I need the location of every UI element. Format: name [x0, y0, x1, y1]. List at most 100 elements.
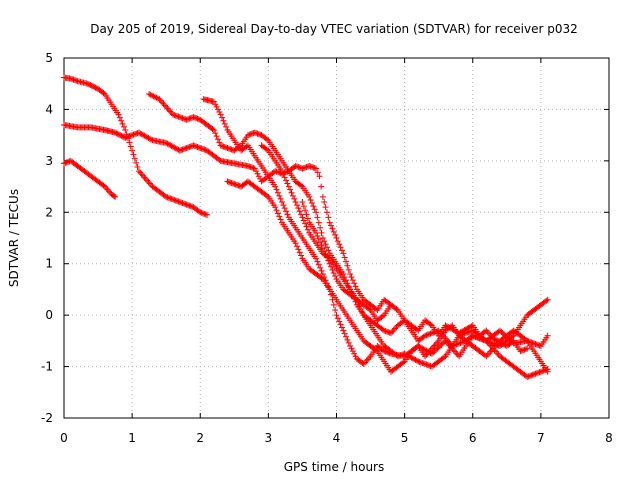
data-point: [400, 359, 407, 366]
data-point: [325, 247, 332, 254]
data-point: [160, 100, 167, 107]
data-point: [247, 131, 254, 138]
data-point: [544, 366, 551, 373]
data-point: [214, 136, 221, 143]
data-point: [116, 114, 123, 121]
data-point: [193, 115, 200, 122]
data-point: [264, 146, 271, 153]
series-track-2: [61, 74, 211, 218]
data-point: [295, 205, 302, 212]
data-point: [122, 134, 129, 141]
data-point: [528, 372, 535, 379]
data-point: [167, 195, 174, 202]
x-tick-label: 5: [401, 431, 409, 445]
data-point: [352, 353, 359, 360]
data-point: [114, 130, 121, 137]
data-point: [522, 346, 529, 353]
data-point: [214, 106, 221, 113]
data-point: [319, 235, 326, 241]
data-point: [254, 170, 261, 177]
data-point: [224, 145, 231, 151]
data-point: [480, 336, 487, 343]
y-tick-label: 1: [45, 257, 53, 271]
data-point: [201, 146, 208, 153]
data-point: [438, 341, 445, 348]
data-point: [487, 339, 494, 346]
data-point: [333, 312, 340, 319]
data-point: [274, 210, 281, 217]
data-point: [484, 329, 491, 336]
data-point: [285, 183, 292, 190]
data-point: [161, 102, 168, 109]
data-point: [432, 346, 439, 353]
data-point: [119, 133, 126, 140]
data-point: [529, 371, 536, 378]
data-point: [184, 144, 191, 151]
data-point: [352, 283, 359, 290]
data-point: [284, 211, 291, 218]
data-point: [86, 81, 93, 88]
data-point: [536, 369, 543, 376]
data-point: [299, 165, 306, 172]
data-point: [484, 338, 491, 345]
data-point: [490, 345, 497, 352]
data-point: [337, 321, 344, 328]
data-point: [539, 368, 546, 375]
y-tick-label: 5: [45, 51, 53, 65]
data-point: [251, 129, 258, 136]
data-point: [458, 339, 465, 346]
data-point: [212, 101, 219, 108]
data-point: [532, 370, 539, 377]
data-point: [533, 341, 540, 348]
y-tick-label: -1: [41, 360, 53, 374]
data-point: [172, 197, 179, 204]
data-point: [250, 165, 257, 172]
data-point: [321, 199, 328, 205]
data-point: [533, 370, 540, 377]
data-point: [110, 193, 117, 199]
data-point: [137, 169, 144, 176]
data-point: [345, 266, 352, 273]
data-point: [149, 92, 156, 99]
data-point: [313, 165, 320, 172]
data-point: [330, 301, 337, 308]
data-point: [457, 339, 464, 346]
data-point: [423, 332, 430, 339]
series-track-8: [299, 199, 551, 349]
data-point: [332, 273, 339, 280]
data-point: [340, 327, 347, 334]
data-point: [273, 168, 280, 175]
data-point: [150, 93, 157, 100]
data-point: [138, 171, 145, 178]
data-point: [492, 341, 499, 348]
data-point: [289, 192, 296, 199]
data-point: [127, 132, 134, 139]
x-axis-label: GPS time / hours: [284, 460, 385, 474]
data-point: [456, 332, 463, 339]
data-point: [348, 274, 355, 281]
data-point: [272, 183, 279, 190]
data-point: [430, 344, 437, 351]
data-point: [264, 192, 271, 199]
data-point: [393, 305, 400, 312]
data-point: [225, 145, 232, 152]
data-point: [315, 219, 322, 226]
data-point: [396, 352, 403, 359]
data-point: [73, 77, 80, 84]
data-point: [316, 173, 323, 180]
data-point: [179, 200, 186, 207]
data-point: [379, 313, 386, 320]
data-point: [426, 331, 433, 338]
data-point: [482, 328, 489, 335]
x-tick-label: 4: [333, 431, 341, 445]
data-point: [187, 143, 194, 150]
data-point: [325, 214, 332, 221]
data-point: [115, 111, 122, 118]
data-point: [381, 348, 388, 355]
data-point: [394, 353, 401, 360]
data-point: [310, 164, 317, 171]
data-point: [186, 143, 193, 150]
data-point: [460, 331, 467, 338]
data-point: [495, 342, 502, 349]
y-axis-label: SDTVAR / TECUs: [7, 189, 21, 287]
